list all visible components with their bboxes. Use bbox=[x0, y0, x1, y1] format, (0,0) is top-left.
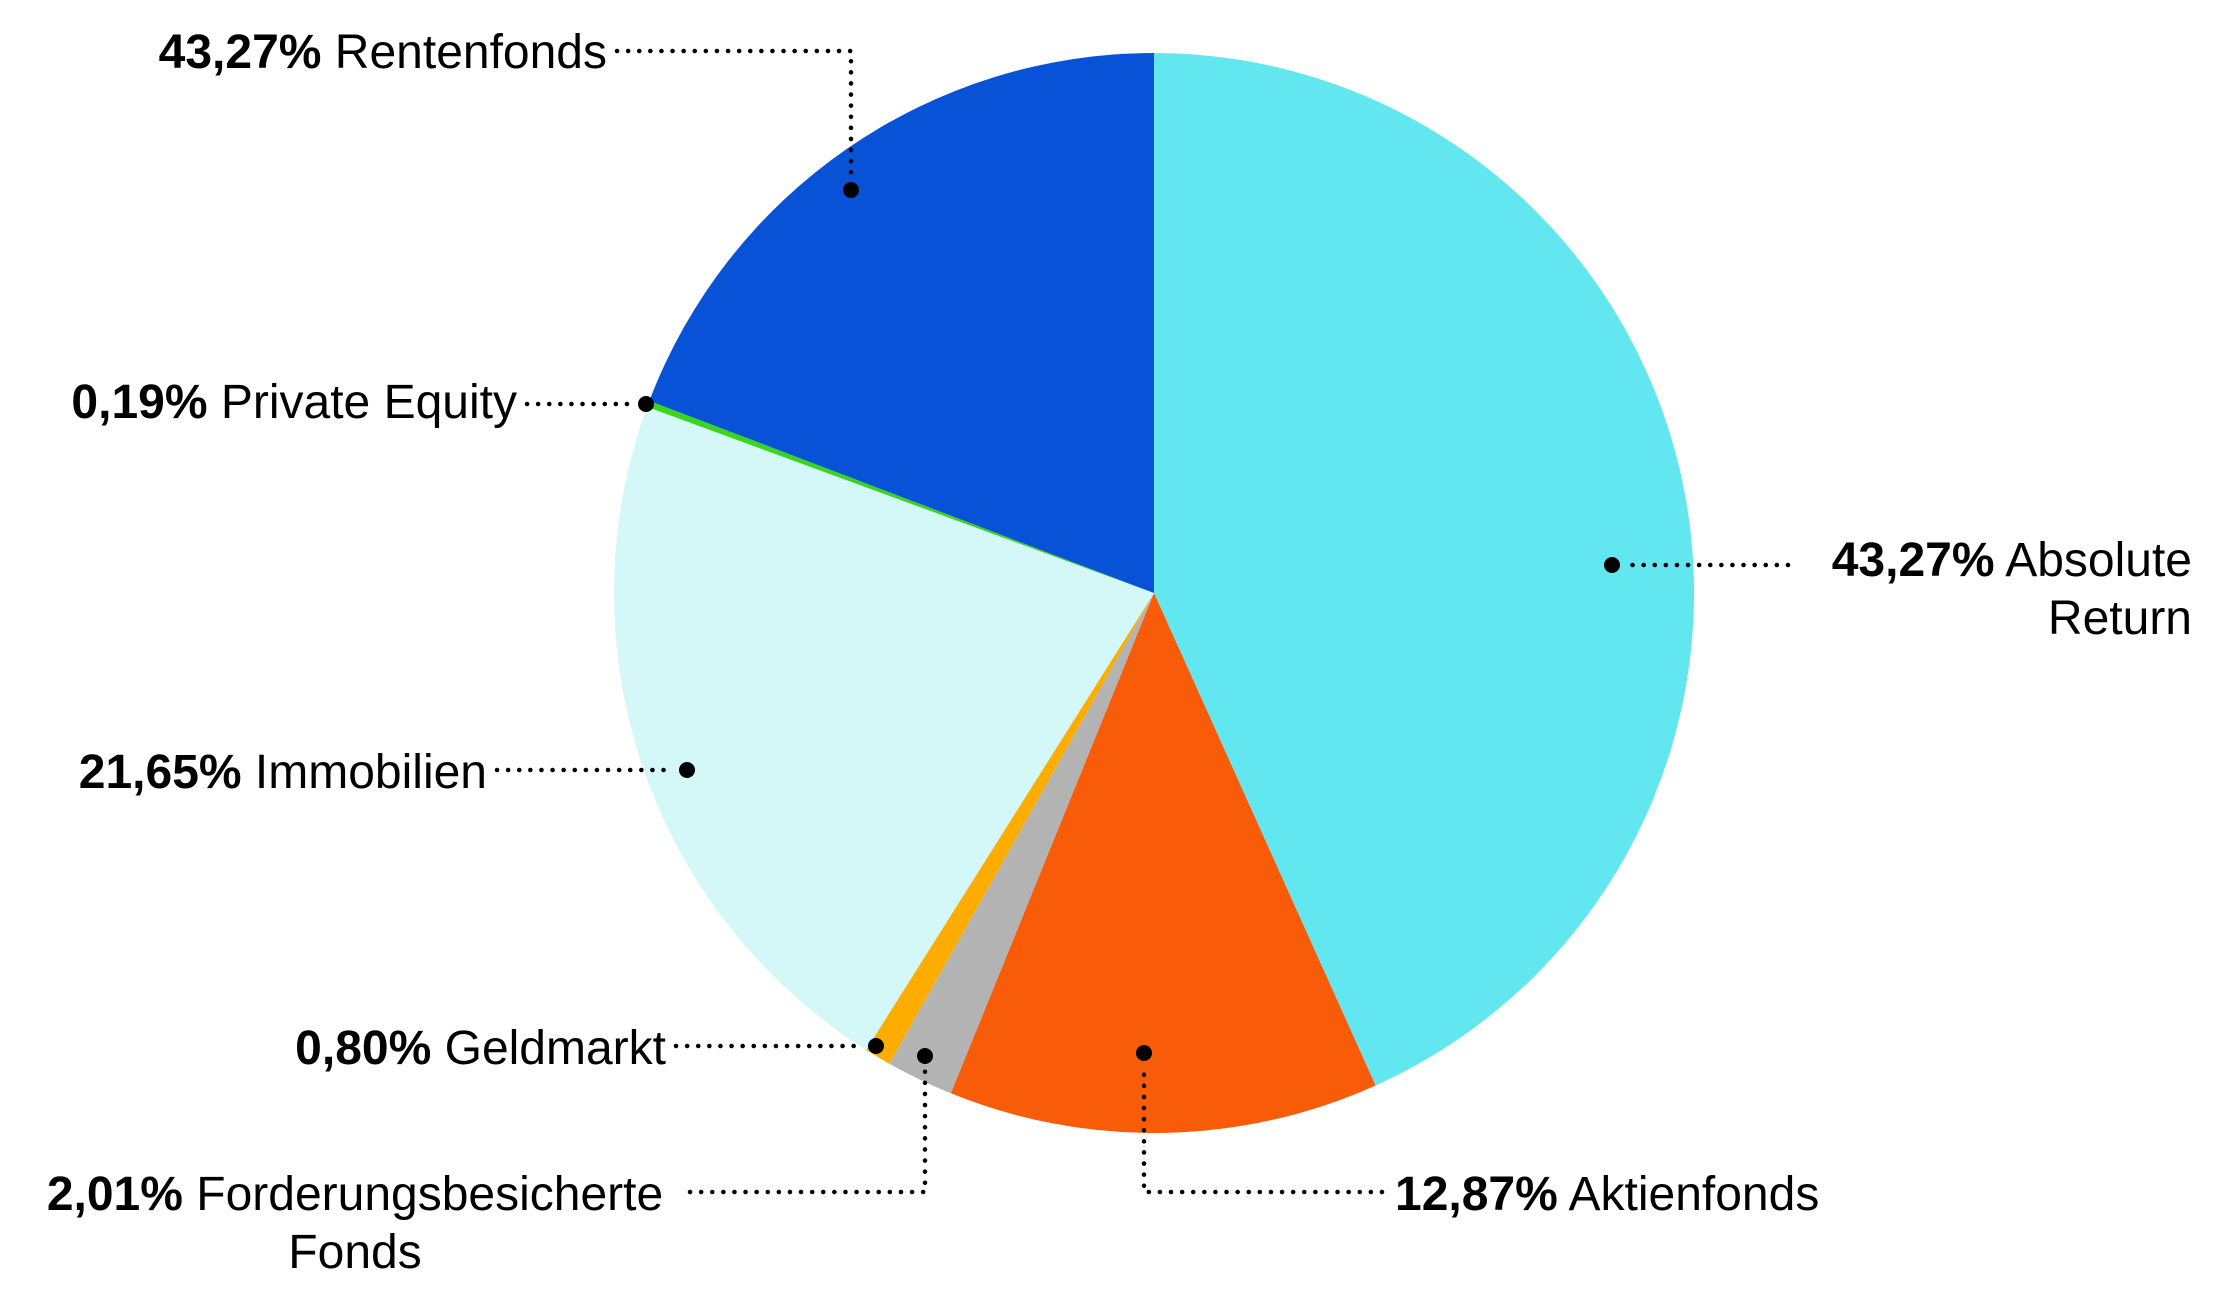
callout-line-rentenfonds bbox=[614, 48, 854, 181]
callout-dot-absolute-return bbox=[1604, 557, 1620, 573]
label-immobilien: 21,65% Immobilien bbox=[79, 744, 487, 802]
rentenfonds-name: Rentenfonds bbox=[334, 26, 607, 79]
absolute-return-percent: 43,27% bbox=[1831, 534, 1995, 587]
label-geldmarkt: 0,80% Geldmarkt bbox=[295, 1020, 666, 1078]
geldmarkt-name: Geldmarkt bbox=[444, 1022, 666, 1075]
private-equity-percent: 0,19% bbox=[71, 376, 208, 429]
aktienfonds-percent: 12,87% bbox=[1395, 1168, 1558, 1221]
forderungsbesicherte-name: Forderungsbesicherte Fonds bbox=[196, 1168, 664, 1279]
callout-dot-private-equity bbox=[638, 396, 654, 412]
callout-line-aktienfonds bbox=[1141, 1062, 1385, 1195]
private-equity-name: Private Equity bbox=[220, 376, 517, 429]
aktienfonds-name: Aktienfonds bbox=[1568, 1168, 1820, 1221]
immobilien-name: Immobilien bbox=[254, 746, 487, 799]
label-private-equity: 0,19% Private Equity bbox=[71, 374, 517, 432]
immobilien-percent: 21,65% bbox=[78, 746, 242, 799]
callout-dot-immobilien bbox=[679, 762, 695, 778]
callout-line-forderungsbesicherte-fonds bbox=[687, 1065, 928, 1195]
callout-dot-geldmarkt bbox=[868, 1038, 884, 1054]
callout-dot-forderungsbesicherte-fonds bbox=[917, 1048, 933, 1064]
slice-private-equity bbox=[647, 400, 1154, 593]
geldmarkt-percent: 0,80% bbox=[295, 1022, 432, 1075]
slice-geldmarkt bbox=[866, 593, 1154, 1064]
callout-dot-aktienfonds bbox=[1136, 1045, 1152, 1061]
slice-rentenfonds bbox=[649, 53, 1154, 593]
label-aktienfonds: 12,87% Aktienfonds bbox=[1395, 1166, 1819, 1224]
rentenfonds-percent: 43,27% bbox=[158, 26, 322, 79]
slice-aktienfonds bbox=[950, 593, 1376, 1134]
forderungsbesicherte-percent: 2,01% bbox=[46, 1168, 183, 1221]
label-rentenfonds: 43,27% Rentenfonds bbox=[159, 24, 607, 82]
callout-dot-rentenfonds bbox=[843, 182, 859, 198]
slice-forderungsbesicherte-fonds bbox=[889, 593, 1154, 1094]
slice-immobilien bbox=[613, 406, 1154, 1050]
absolute-return-name: Absolute Return bbox=[2005, 534, 2192, 645]
label-forderungsbesicherte-fonds: 2,01% Forderungsbesicherte Fonds bbox=[30, 1166, 680, 1282]
slice-absolute-return bbox=[1154, 53, 1695, 1086]
label-absolute-return: 43,27% Absolute Return bbox=[1762, 532, 2192, 648]
